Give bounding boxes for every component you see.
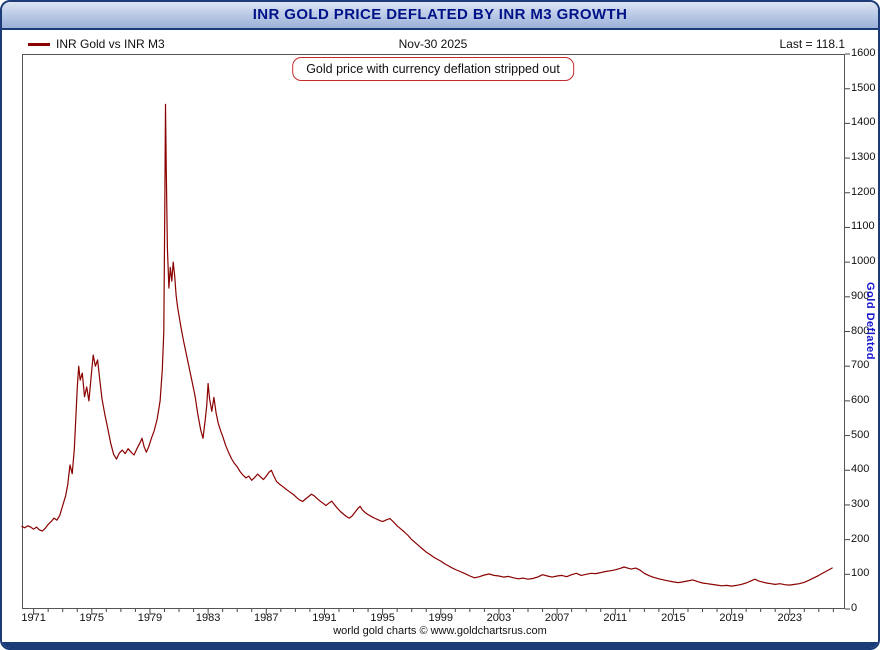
y-tick-label: 500 [851, 428, 870, 441]
y-tick-label: 1000 [851, 255, 876, 268]
x-tick-label: 1983 [195, 612, 221, 624]
chart-area: INR Gold vs INR M3 Nov-30 2025 Last = 11… [2, 30, 878, 642]
x-tick-label: 1979 [137, 612, 163, 624]
y-tick-label: 1500 [851, 81, 876, 94]
price-series-line [21, 103, 833, 587]
page-title: INR GOLD PRICE DEFLATED BY INR M3 GROWTH [252, 6, 628, 23]
legend-line-swatch [28, 43, 50, 46]
legend-label: INR Gold vs INR M3 [56, 37, 165, 51]
x-tick-label: 1971 [21, 612, 46, 624]
x-tick-label: 2019 [719, 612, 744, 624]
plot-area [21, 53, 850, 615]
y-axis-title: Gold Deflated [864, 282, 876, 361]
x-tick-label: 1999 [428, 612, 453, 624]
x-tick-label: 1995 [370, 612, 395, 624]
bottom-bar [2, 642, 878, 648]
plot-svg [21, 53, 850, 615]
x-tick-label: 2023 [777, 612, 802, 624]
footer-credit: world gold charts © www.goldchartsrus.co… [333, 625, 547, 637]
y-tick-label: 1600 [851, 47, 876, 59]
annotation-box: Gold price with currency deflation strip… [292, 57, 574, 81]
y-tick-label: 1200 [851, 185, 876, 198]
y-tick-label: 200 [851, 532, 870, 545]
title-bar: INR GOLD PRICE DEFLATED BY INR M3 GROWTH [2, 2, 878, 30]
y-tick-label: 700 [851, 359, 870, 372]
y-tick-label: 300 [851, 497, 870, 510]
y-tick-label: 900 [851, 289, 870, 302]
y-tick-label: 400 [851, 463, 870, 476]
x-tick-label: 2003 [486, 612, 512, 624]
y-tick-label: 1300 [851, 151, 876, 164]
axis-ticks [33, 53, 850, 615]
x-tick-label: 1975 [79, 612, 105, 624]
y-tick-label: 1100 [851, 220, 875, 233]
x-tick-label: 2007 [544, 612, 570, 624]
x-tick-label: 2011 [603, 612, 628, 624]
y-tick-label: 800 [851, 324, 870, 337]
legend: INR Gold vs INR M3 [28, 37, 165, 51]
y-tick-label: 100 [851, 567, 870, 580]
y-tick-label: 1400 [851, 116, 876, 129]
x-tick-label: 1991 [312, 612, 337, 624]
plot-frame [22, 54, 845, 609]
last-value-label: Last = 118.1 [779, 37, 846, 51]
y-tick-label: 0 [851, 602, 858, 614]
y-tick-label: 600 [851, 393, 870, 406]
x-tick-label: 1987 [254, 612, 279, 624]
date-label: Nov-30 2025 [398, 37, 468, 51]
x-tick-label: 2015 [661, 612, 686, 624]
